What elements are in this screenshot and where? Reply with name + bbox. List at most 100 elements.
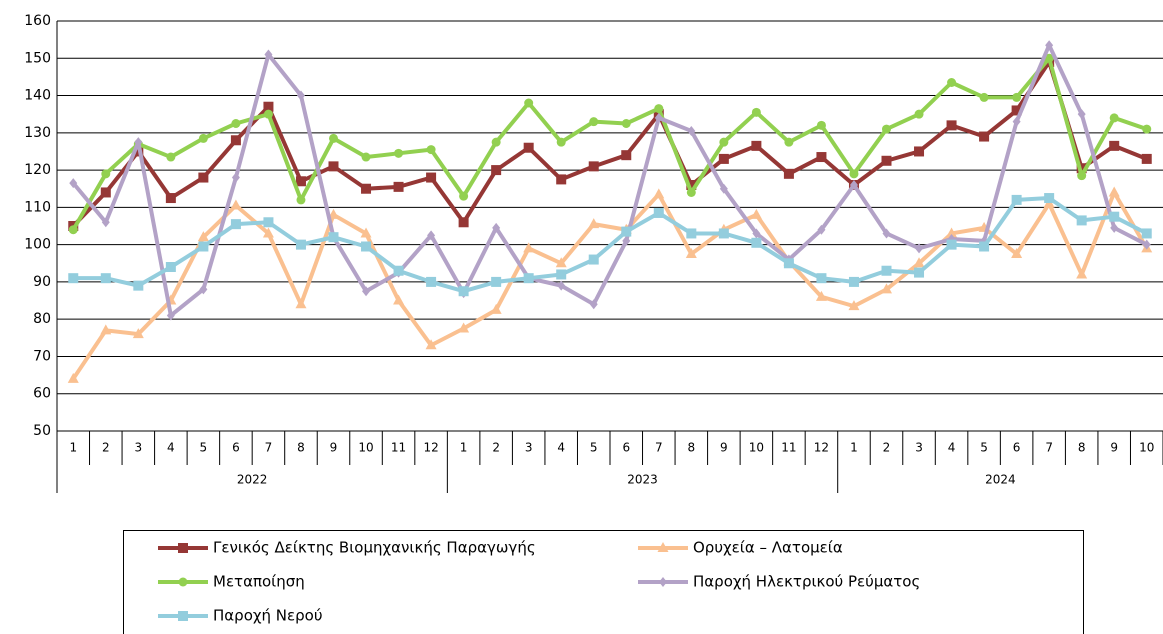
marker: [458, 322, 470, 333]
x-tick-label: 11: [781, 441, 796, 455]
marker: [817, 224, 826, 235]
marker: [1044, 193, 1055, 204]
marker: [718, 153, 729, 164]
marker: [524, 98, 534, 108]
marker: [393, 265, 404, 276]
marker: [1045, 40, 1054, 51]
marker: [946, 227, 958, 238]
marker: [458, 286, 469, 297]
y-tick-label: 50: [33, 423, 51, 439]
marker: [166, 310, 175, 321]
marker: [1141, 153, 1152, 164]
marker: [199, 284, 208, 295]
marker: [1109, 140, 1120, 151]
marker: [686, 187, 696, 197]
marker: [1108, 186, 1120, 197]
marker: [295, 298, 307, 309]
marker: [198, 133, 208, 143]
x-tick-label: 11: [391, 441, 406, 455]
x-tick-label: 4: [948, 441, 956, 455]
marker: [555, 257, 567, 268]
marker: [1076, 268, 1088, 279]
marker: [654, 104, 664, 114]
marker: [556, 174, 567, 185]
marker: [915, 243, 924, 254]
marker: [588, 161, 599, 172]
y-tick-label: 110: [24, 199, 51, 215]
marker: [653, 188, 665, 199]
y-tick-label: 120: [24, 162, 51, 178]
marker: [881, 155, 892, 166]
marker: [1076, 215, 1087, 226]
marker: [230, 219, 241, 230]
marker: [686, 228, 697, 239]
marker: [492, 222, 501, 233]
marker: [133, 280, 144, 291]
marker: [751, 107, 761, 117]
marker: [622, 235, 631, 246]
marker: [166, 152, 176, 162]
marker: [816, 152, 827, 163]
marker: [328, 232, 339, 243]
marker: [881, 283, 892, 294]
marker: [849, 169, 859, 179]
marker: [1012, 92, 1022, 102]
marker: [556, 137, 566, 147]
x-tick-label: 7: [1045, 441, 1053, 455]
y-tick-label: 150: [24, 50, 51, 66]
marker: [882, 228, 891, 239]
marker: [100, 324, 112, 335]
marker: [621, 150, 632, 161]
marker: [914, 146, 925, 157]
marker: [362, 286, 371, 297]
marker: [750, 208, 762, 219]
y-tick-label: 140: [24, 88, 51, 104]
legend-label: Γενικός Δείκτης Βιομηχανικής Παραγωγής: [213, 539, 536, 557]
marker: [132, 328, 144, 339]
group-label: 2022: [237, 473, 268, 487]
x-tick-label: 1: [69, 441, 77, 455]
x-tick-label: 8: [297, 441, 305, 455]
marker: [1141, 228, 1152, 239]
marker: [523, 142, 534, 153]
marker: [134, 137, 143, 148]
marker: [588, 254, 599, 265]
marker: [816, 273, 827, 284]
legend: Γενικός Δείκτης Βιομηχανικής Παραγωγής Ορ…: [123, 530, 1084, 634]
marker: [329, 133, 338, 143]
x-tick-label: 8: [688, 441, 696, 455]
marker: [1109, 211, 1120, 222]
marker: [979, 241, 990, 252]
marker: [295, 176, 306, 187]
x-tick-label: 6: [1013, 441, 1021, 455]
x-tick-label: 4: [557, 441, 565, 455]
marker: [491, 276, 502, 287]
marker: [848, 276, 859, 287]
marker: [426, 172, 437, 183]
series-line: [71, 43, 1148, 318]
marker: [1109, 113, 1119, 123]
marker: [198, 241, 209, 252]
marker: [659, 577, 667, 587]
x-tick-label: 9: [720, 441, 728, 455]
x-tick-label: 2: [883, 441, 891, 455]
x-tick-label: 2: [492, 441, 500, 455]
marker: [979, 92, 989, 102]
y-tick-label: 70: [33, 348, 51, 364]
marker: [361, 241, 372, 252]
marker: [101, 169, 111, 179]
x-tick-label: 10: [358, 441, 373, 455]
marker: [393, 181, 404, 192]
marker: [425, 339, 437, 350]
marker: [393, 294, 405, 305]
marker: [69, 178, 78, 189]
y-tick-label: 160: [24, 13, 51, 29]
legend-label: Παροχή Νερού: [213, 607, 323, 625]
marker: [751, 140, 762, 151]
marker: [1142, 124, 1152, 134]
marker: [165, 262, 176, 272]
x-tick-label: 1: [850, 441, 858, 455]
marker: [491, 165, 502, 176]
marker: [361, 183, 372, 194]
